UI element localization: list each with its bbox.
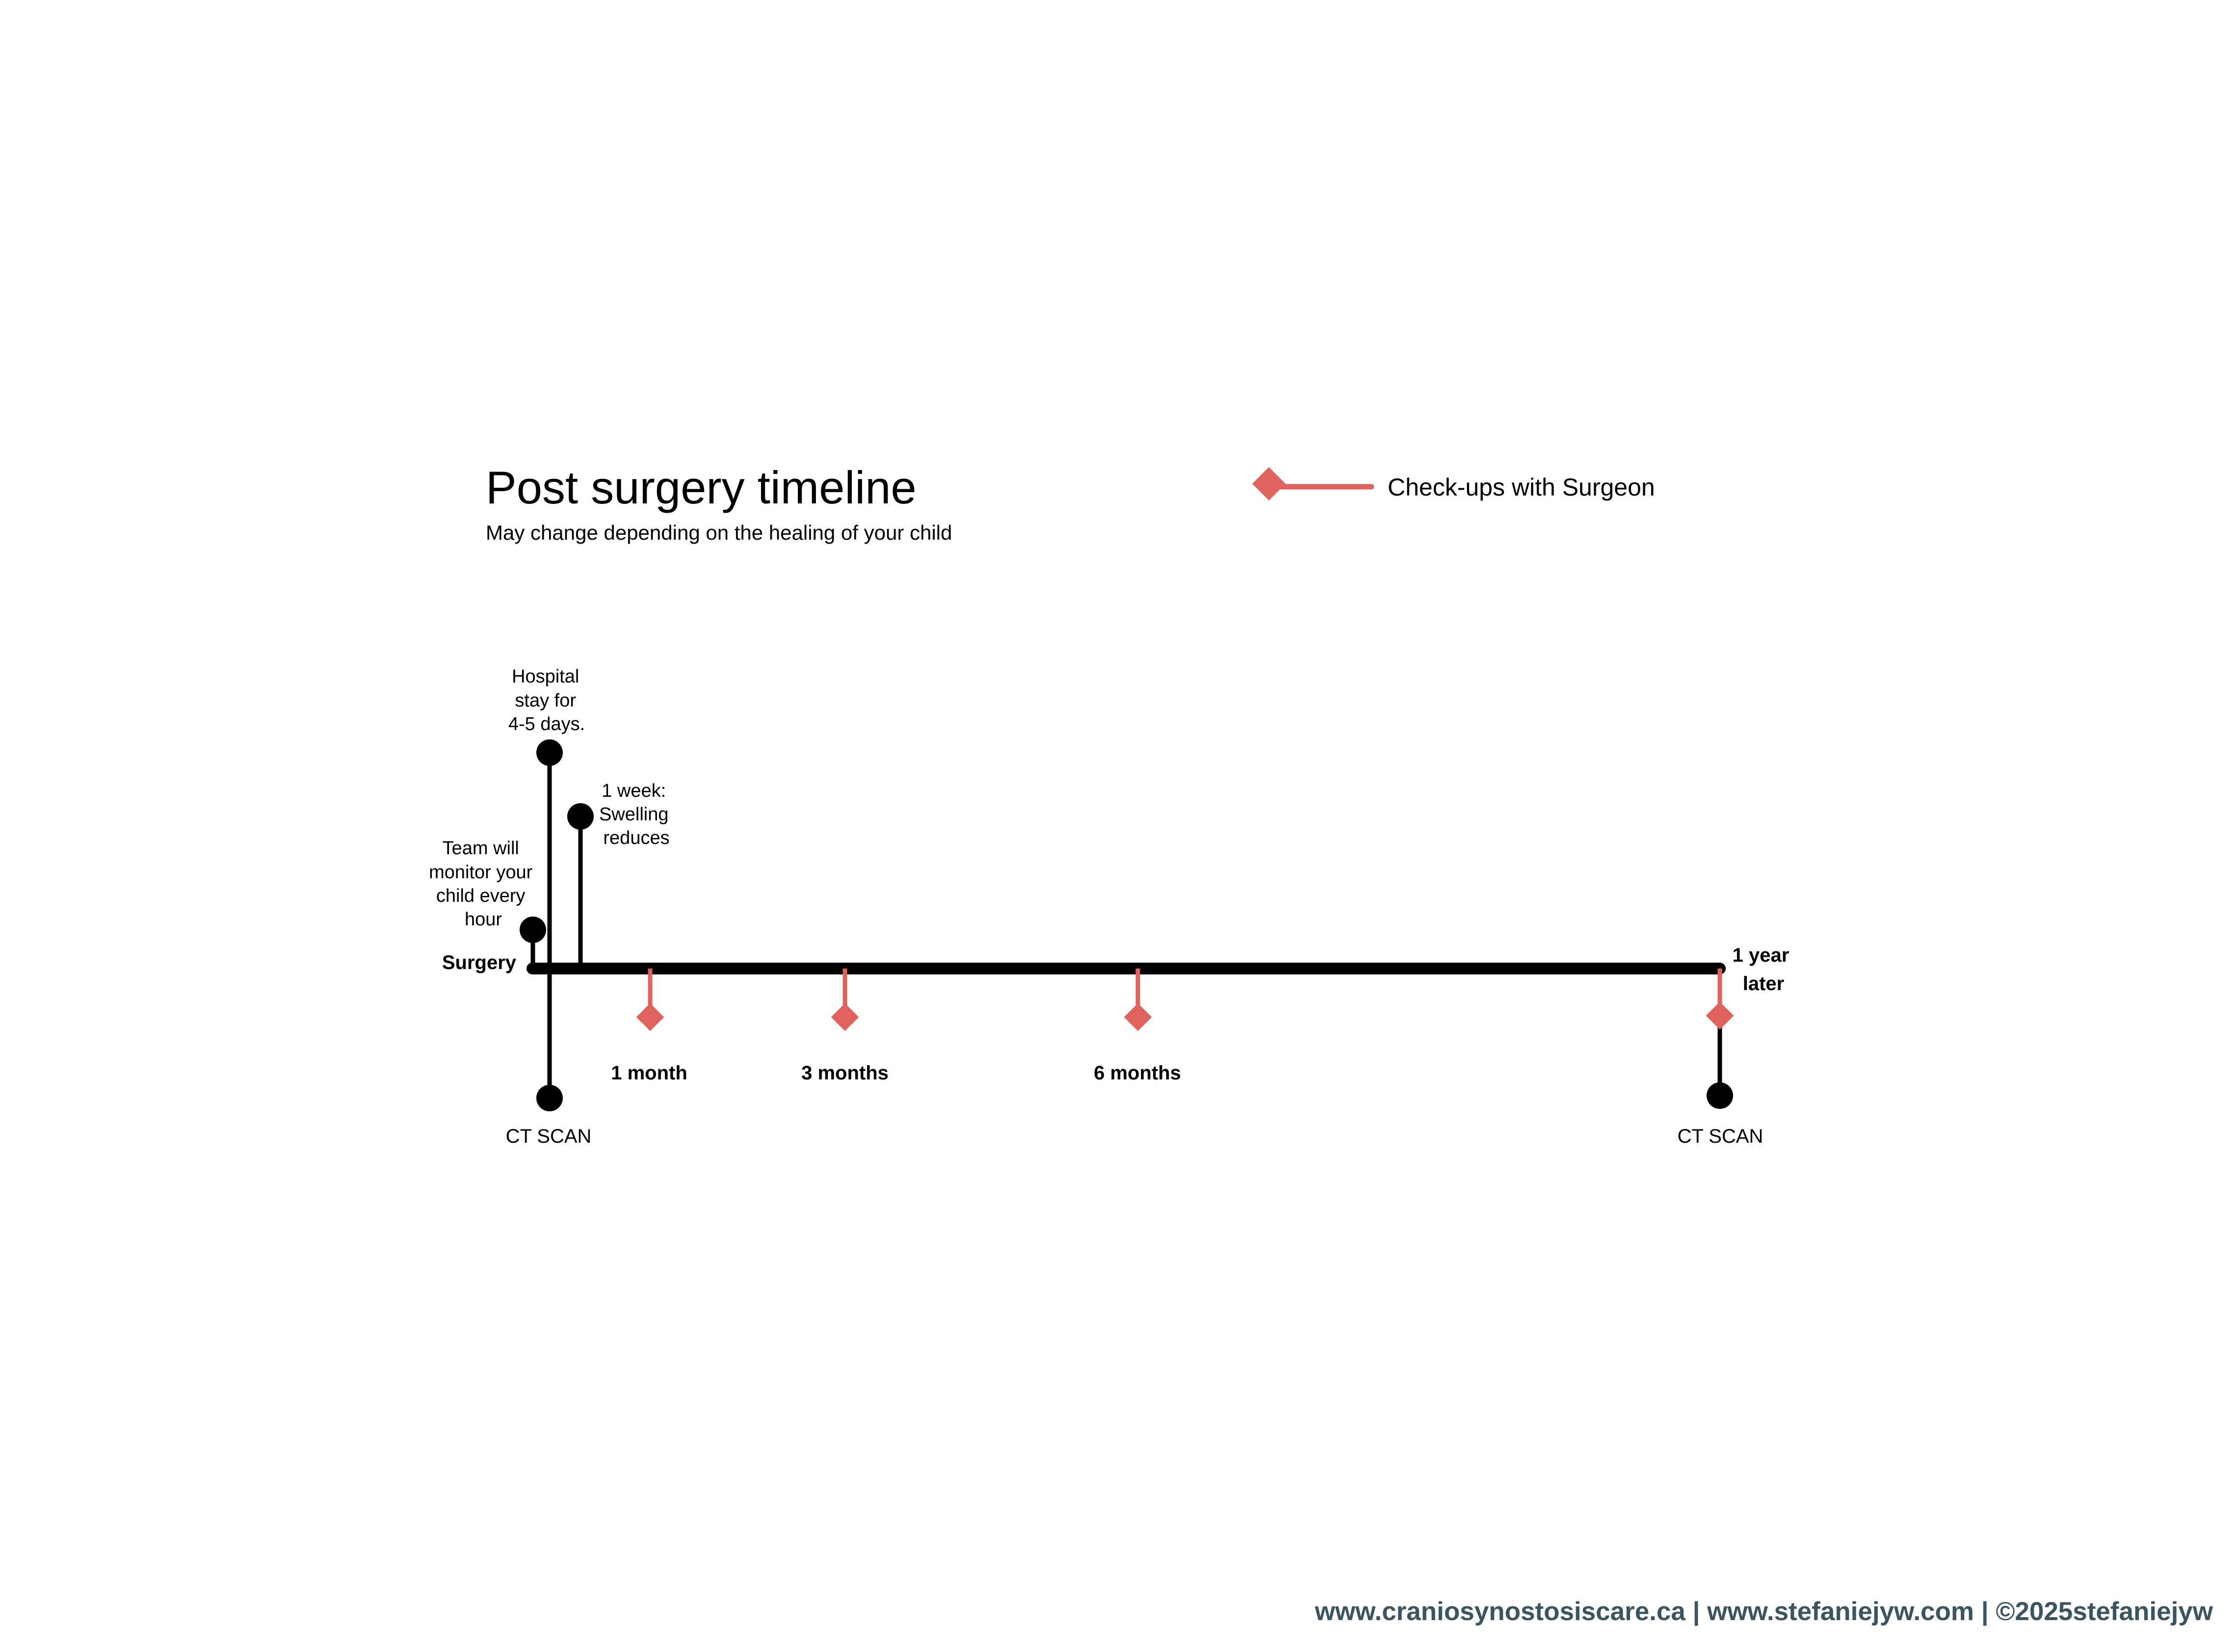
checkup-label: 3 months [801,1062,889,1084]
legend: Check-ups with Surgeon [1252,467,1655,501]
checkup-1-month: 1 month [611,969,687,1084]
surgery-label: Surgery [442,952,517,973]
legend-diamond-icon [1252,467,1286,500]
one-week-dot [567,803,594,830]
hospital-stay-label: Hospital stay for 4-5 days. [508,666,585,734]
checkup-6-months: 6 months [1094,969,1181,1084]
hospital-stay-dot [536,739,563,766]
checkup-diamond-icon [831,1003,859,1031]
one-year-marker: CT SCAN 1 year later [1678,944,1795,1147]
one-week-marker: 1 week: Swelling reduces [567,781,674,969]
ct-scan-start-marker: CT SCAN [506,1085,592,1147]
hospital-stay-marker: Hospital stay for 4-5 days. [508,666,585,1098]
one-week-label: 1 week: Swelling reduces [599,781,674,848]
one-year-label: 1 year later [1733,944,1795,995]
footer-credits: www.craniosynostosiscare.ca | www.stefan… [1315,1597,2213,1626]
ct-scan-end-dot [1707,1082,1733,1109]
checkup-label: 6 months [1094,1062,1181,1084]
ct-scan-end-label: CT SCAN [1678,1126,1763,1147]
checkup-label: 1 month [611,1062,687,1084]
page-title: Post surgery timeline [486,462,917,513]
team-monitor-marker: Team will monitor your child every hour [429,838,546,969]
checkup-diamond-icon [1124,1003,1152,1031]
page-subtitle: May change depending on the healing of y… [486,521,952,544]
team-monitor-label: Team will monitor your child every hour [429,838,538,930]
legend-label: Check-ups with Surgeon [1388,473,1655,501]
ct-scan-start-label: CT SCAN [506,1126,592,1147]
checkup-3-months: 3 months [801,969,889,1084]
checkup-diamond-icon [636,1003,664,1031]
team-monitor-dot [520,917,546,943]
ct-scan-start-dot [536,1085,563,1111]
checkup-diamond-icon [1706,1001,1734,1030]
